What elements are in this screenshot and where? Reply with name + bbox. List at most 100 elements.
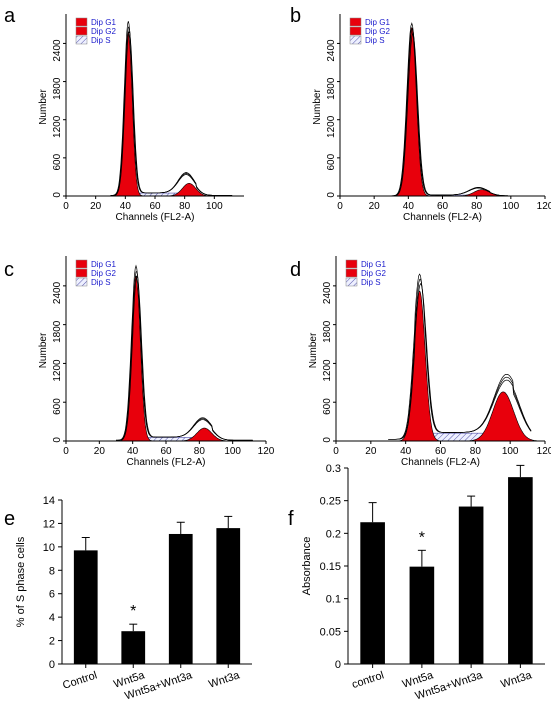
- y-tick-label: 0: [52, 192, 63, 198]
- y-tick-label: 600: [326, 153, 337, 170]
- x-axis-title: Channels (FL2-A): [403, 212, 482, 223]
- x-tick-label: 20: [90, 201, 102, 212]
- x-tick-label: 120: [258, 446, 275, 457]
- y-tick-label: 600: [322, 398, 333, 415]
- y-tick-label: 0.05: [320, 626, 341, 638]
- legend-label: Dip S: [91, 36, 111, 45]
- x-tick-label: 80: [194, 446, 206, 457]
- series-dip-g1-peak: [397, 290, 443, 442]
- histogram-panel-c: c0 20 40 60 80 100 1200600120018002400Channels…: [4, 256, 275, 468]
- series-dip-g1-peak: [393, 27, 431, 197]
- x-tick-label: 0: [337, 201, 343, 212]
- y-tick-label: 0.1: [326, 594, 341, 606]
- histogram-panel-d: d0 20 40 60 80 100 1200600120018002400Channels…: [290, 256, 551, 468]
- legend-label: Dip G2: [361, 269, 386, 278]
- panel-letter-c: c: [4, 259, 14, 281]
- legend-swatch: [349, 35, 362, 45]
- y-tick-label: 2400: [52, 39, 63, 62]
- panel-letter-a: a: [4, 5, 16, 27]
- bar-control: [73, 550, 98, 664]
- y-tick-label: 0.3: [326, 463, 341, 475]
- x-tick-label: 60: [160, 446, 172, 457]
- legend-swatch: [75, 17, 88, 27]
- x-tick-label: 120: [537, 446, 551, 457]
- y-axis-title: Number: [38, 332, 49, 368]
- y-tick-label: 1800: [52, 320, 63, 343]
- panel-letter-d: d: [290, 259, 301, 281]
- x-tick-label: Wnt3a: [207, 669, 242, 691]
- histogram-panel-b: b0 20 40 60 80 100 1200600120018002400Channels…: [290, 5, 551, 223]
- x-tick-label: 60: [435, 446, 447, 457]
- y-tick-label: 0: [322, 437, 333, 443]
- legend-swatch: [75, 26, 88, 36]
- y-tick-label: 4: [49, 612, 55, 624]
- x-tick-label: 40: [120, 201, 132, 212]
- x-tick-label: 20: [94, 446, 106, 457]
- y-tick-label: 0.15: [320, 561, 341, 573]
- legend-swatch: [349, 26, 362, 36]
- legend-label: Dip G2: [91, 269, 116, 278]
- legend-label: Dip G1: [91, 18, 116, 27]
- envelope-trace: [388, 283, 532, 440]
- bar-wnt5a-wnt3a: [168, 533, 193, 664]
- histogram-panel-a: a 0 20 40 60 80 100 0 600 1200 1800 2400 Channels (F…: [4, 5, 244, 223]
- y-tick-label: 2400: [52, 281, 63, 304]
- significance-star: *: [130, 603, 136, 620]
- series-dip-g1-peak: [112, 31, 144, 197]
- x-tick-label: 80: [471, 201, 483, 212]
- x-tick-label: control: [350, 669, 385, 691]
- y-tick-label: 1200: [52, 115, 63, 138]
- y-tick-label: 1800: [326, 77, 337, 100]
- legend-label: Dip S: [361, 278, 381, 287]
- legend-swatch: [345, 268, 358, 278]
- legend-swatch: [75, 35, 88, 45]
- legend-swatch: [75, 277, 88, 287]
- y-tick-label: 600: [52, 153, 63, 170]
- x-tick-label: 80: [470, 446, 482, 457]
- x-tick-label: Control: [61, 669, 98, 691]
- bar-control: [360, 522, 385, 664]
- bar-wnt3a: [216, 528, 241, 664]
- x-tick-label: 0: [333, 446, 339, 457]
- x-tick-label: 100: [224, 446, 241, 457]
- y-tick-label: 10: [43, 542, 55, 554]
- y-tick-label: 12: [43, 518, 55, 530]
- legend-swatch: [345, 277, 358, 287]
- y-tick-label: 2400: [326, 39, 337, 62]
- y-tick-label: 600: [52, 398, 63, 415]
- panel-letter-f: f: [288, 508, 294, 530]
- x-tick-label: 0: [63, 201, 69, 212]
- panel-letter-b: b: [290, 5, 301, 27]
- y-tick-label: 0: [49, 659, 55, 671]
- y-tick-label: 0: [335, 659, 341, 671]
- panel-letter-e: e: [4, 508, 15, 530]
- bar-wnt5a: [409, 566, 435, 664]
- series-dip-g1-peak: [118, 275, 154, 442]
- bar-wnt5a: [121, 631, 146, 664]
- bar-wnt5a-wnt3a: [458, 506, 484, 664]
- x-tick-label: 100: [206, 201, 223, 212]
- legend-label: Dip G1: [365, 18, 390, 27]
- x-axis-title: Channels (FL2-A): [127, 457, 206, 468]
- y-tick-label: 1200: [322, 359, 333, 382]
- x-tick-label: 80: [179, 201, 191, 212]
- legend-swatch: [75, 268, 88, 278]
- legend-label: Dip G1: [361, 260, 386, 269]
- y-axis-title: % of S phase cells: [15, 536, 27, 627]
- y-tick-label: 0.2: [326, 528, 341, 540]
- x-tick-label: 100: [502, 201, 519, 212]
- y-axis-title: Absorbance: [301, 537, 313, 596]
- y-tick-label: 1200: [326, 115, 337, 138]
- y-tick-label: 1800: [52, 77, 63, 100]
- legend-label: Dip G2: [91, 27, 116, 36]
- y-tick-label: 14: [43, 495, 55, 507]
- x-tick-label: 100: [502, 446, 519, 457]
- legend-swatch: [349, 17, 362, 27]
